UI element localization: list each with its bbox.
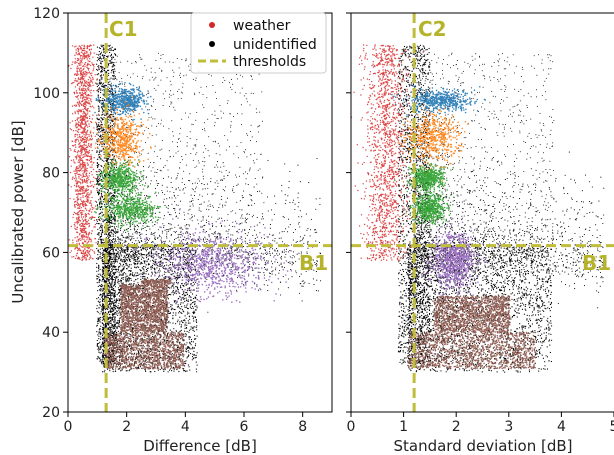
left-threshold-x-label: C1 [109, 17, 138, 41]
left-y-tick-label: 20 [42, 405, 60, 421]
right-weather-points [351, 44, 431, 262]
right-cluster-1-points [397, 102, 469, 182]
left-cluster-0-points [94, 80, 152, 122]
right-x-axis-title: Standard deviation [dB] [393, 437, 572, 455]
right-cluster-4 [421, 215, 494, 304]
left-x-tick-label: 4 [181, 419, 190, 435]
right-scatter-points [351, 44, 605, 373]
legend-box [190, 12, 327, 74]
right-x-tick-label: 1 [399, 419, 408, 435]
left-y-tick-label: 120 [33, 6, 60, 22]
left-series-weather [68, 44, 101, 262]
left-cluster-1-points [87, 92, 152, 180]
right-threshold-lines [351, 13, 614, 412]
right-x-tick-label: 2 [452, 419, 461, 435]
left-ticks: 0 2 4 6 8 20 40 60 80 100 120 [33, 6, 307, 435]
right-cluster-4-points [421, 215, 494, 304]
left-scatter-points [68, 44, 322, 373]
left-y-tick-label: 40 [42, 325, 60, 341]
left-y-tick-label: 100 [33, 86, 60, 102]
right-cluster-3 [403, 180, 452, 228]
left-cluster-4 [133, 209, 293, 314]
right-cluster-5-points [407, 295, 537, 370]
left-cluster-2 [97, 152, 149, 200]
left-x-tick-label: 8 [298, 419, 307, 435]
left-cluster-5-points [104, 278, 185, 370]
right-cluster-3-points [403, 180, 452, 228]
right-x-tick-label: 3 [504, 419, 513, 435]
left-threshold-y-label: B1 [299, 251, 328, 275]
left-x-tick-label: 0 [64, 419, 73, 435]
legend-thresholds-label: thresholds [233, 54, 306, 70]
left-weather-points [68, 44, 101, 262]
right-cluster-2 [394, 159, 454, 200]
right-x-tick-label: 0 [347, 419, 356, 435]
left-cluster-0 [94, 80, 152, 122]
right-cluster-2-points [394, 159, 454, 200]
right-ticks: 0 1 2 3 4 5 [346, 12, 614, 435]
right-threshold-y-label: B1 [582, 251, 611, 275]
left-x-tick-label: 2 [122, 419, 131, 435]
legend-weather-label: weather [233, 18, 291, 34]
legend-unidentified-label: unidentified [233, 37, 317, 53]
left-cluster-2-points [97, 152, 149, 200]
left-threshold-lines [68, 13, 332, 412]
right-cluster-5 [407, 295, 537, 370]
left-y-axis-title: Uncalibrated power [dB] [9, 120, 27, 303]
left-panel: 0 2 4 6 8 20 40 60 80 100 120 C1 B1 Difference [dB… [9, 6, 333, 455]
right-x-tick-label: 5 [610, 419, 614, 435]
left-y-tick-label: 60 [42, 245, 60, 261]
right-cluster-1 [397, 102, 469, 182]
right-panel: 0 1 2 3 4 5 C2 B1 Standard deviation [dB] [346, 12, 614, 455]
left-cluster-3 [90, 185, 168, 233]
legend-weather-marker [209, 22, 215, 28]
right-x-tick-label: 4 [557, 419, 566, 435]
left-cluster-4-points [133, 209, 293, 314]
left-cluster-5 [104, 278, 185, 370]
left-x-tick-label: 6 [240, 419, 249, 435]
legend-unidentified-marker [209, 41, 215, 47]
right-series-weather [351, 44, 431, 262]
left-cluster-1 [87, 92, 152, 180]
right-threshold-x-label: C2 [418, 17, 447, 41]
legend: weather unidentified thresholds [190, 12, 327, 74]
left-x-axis-title: Difference [dB] [143, 437, 257, 455]
left-cluster-3-points [90, 185, 168, 233]
left-y-tick-label: 80 [42, 166, 60, 182]
